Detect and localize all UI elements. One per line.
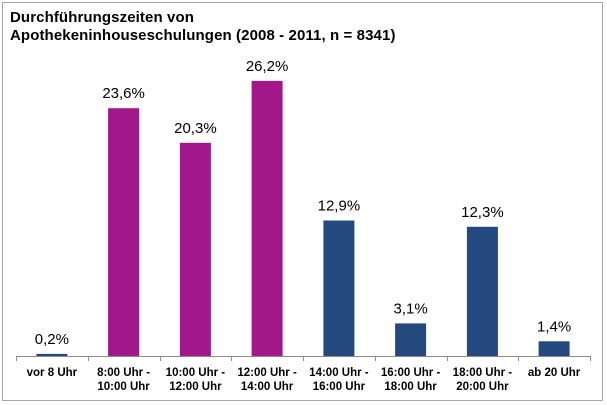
x-tick-label: 10:00 Uhr - — [166, 367, 226, 379]
bar — [179, 142, 211, 356]
bar — [395, 323, 427, 356]
bar-value-label: 1,4% — [537, 318, 571, 335]
x-tick-labels-group: vor 8 Uhr 8:00 Uhr - 10:00 Uhr 10:00 Uhr - 1… — [27, 367, 581, 393]
bar-value-label: 23,6% — [102, 85, 145, 102]
bar-value-label: 12,9% — [318, 198, 361, 215]
x-tick-label: 14:00 Uhr — [241, 381, 294, 393]
bar-value-label: 0,2% — [35, 331, 69, 348]
bar — [466, 226, 498, 356]
x-tick-label: 16:00 Uhr - — [381, 367, 441, 379]
x-ticks-group — [16, 356, 591, 361]
bar-value-label: 12,3% — [461, 204, 504, 221]
chart-title-line-2: Apothekeninhouseschulungen (2008 - 2011,… — [10, 27, 396, 44]
bar — [538, 341, 570, 356]
x-tick-label: vor 8 Uhr — [27, 367, 78, 379]
x-tick-label: 12:00 Uhr - — [237, 367, 297, 379]
chart-frame: Durchführungszeiten von Apothekeninhouse… — [2, 2, 603, 401]
x-tick-label: 18:00 Uhr — [384, 381, 437, 393]
value-labels-group: 0,2% 23,6% 20,3% 26,2% 12,9% 3,1% 12,3% 1,4% — [35, 58, 571, 348]
bar-value-label: 3,1% — [393, 300, 427, 317]
x-tick-label: 18:00 Uhr - — [453, 367, 513, 379]
x-tick-label: ab 20 Uhr — [528, 367, 581, 379]
bar — [323, 220, 355, 356]
x-tick-label: 12:00 Uhr — [169, 381, 222, 393]
x-tick-label: 10:00 Uhr — [97, 381, 150, 393]
x-tick-label: 20:00 Uhr — [456, 381, 509, 393]
bar — [36, 353, 68, 356]
bar-value-label: 20,3% — [174, 120, 217, 137]
bar — [251, 80, 283, 357]
x-tick-label: 14:00 Uhr - — [309, 367, 369, 379]
x-tick-label: 8:00 Uhr - — [97, 367, 150, 379]
chart-title-line-1: Durchführungszeiten von — [10, 9, 194, 26]
bar-value-label: 26,2% — [246, 58, 289, 75]
bar — [108, 108, 140, 356]
x-tick-label: 16:00 Uhr — [313, 381, 366, 393]
bars-group — [36, 80, 570, 357]
